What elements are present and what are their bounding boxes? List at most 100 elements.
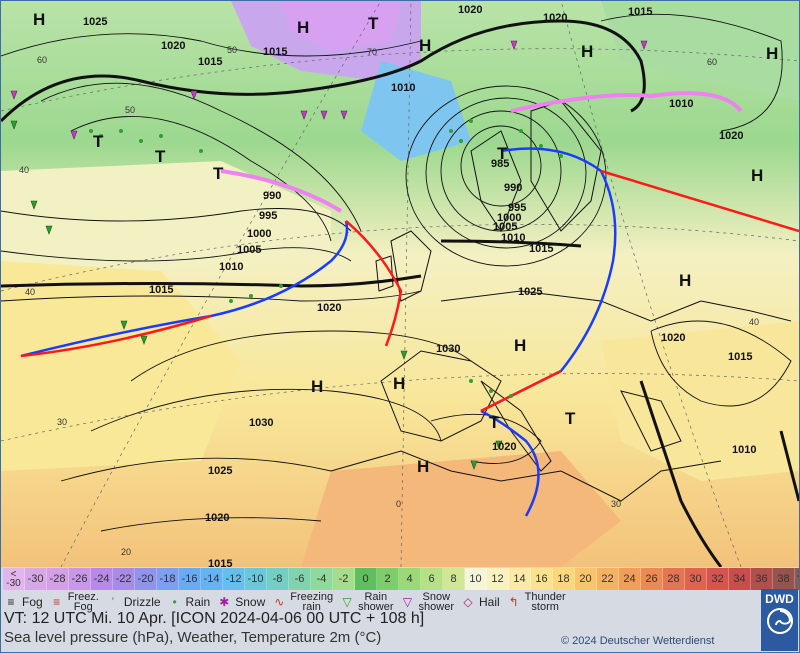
legend-label: Drizzle <box>123 595 161 609</box>
scale-swatch: 18 <box>553 568 575 590</box>
high-pressure-center: H <box>766 44 778 63</box>
latitude-label: 20 <box>121 547 131 557</box>
isobar-label: 1005 <box>237 244 261 256</box>
isobar-label: 1020 <box>317 302 341 314</box>
isobar-label: 995 <box>259 210 277 222</box>
legend-snow-shower: ▽ Snow shower <box>400 591 454 613</box>
latitude-label: 50 <box>125 105 135 115</box>
scale-swatch: 10 <box>465 568 487 590</box>
scale-swatch: -8 <box>267 568 289 590</box>
snow-icon: ✱ <box>219 595 230 609</box>
scale-swatch: -16 <box>179 568 201 590</box>
scale-swatch: 0 <box>355 568 377 590</box>
isobar-label: 1030 <box>249 417 273 429</box>
scale-swatch: 14 <box>509 568 531 590</box>
low-pressure-center: T <box>93 132 104 151</box>
snow-shower-icon: ▽ <box>402 595 413 609</box>
scale-swatch: 12 <box>487 568 509 590</box>
high-pressure-center: H <box>581 42 593 61</box>
isobar-label: 1005 <box>493 221 517 233</box>
isobar-label: 1015 <box>198 56 222 68</box>
occluded-front-west <box>220 169 343 213</box>
drizzle-icon: ’ <box>111 595 115 609</box>
shower-symbols <box>10 120 503 470</box>
isobar-label: 990 <box>263 190 281 202</box>
isobar-label: 1020 <box>543 12 567 24</box>
legend-rain: • Rain <box>167 594 211 610</box>
latitude-label: 40 <box>19 165 29 175</box>
isobar-label: 1000 <box>247 228 271 240</box>
scale-swatch: -22 <box>113 568 135 590</box>
latitude-label: 40 <box>25 287 35 297</box>
low-pressure-center: T <box>155 147 166 166</box>
high-pressure-center: H <box>297 18 309 37</box>
isobar-label: 1010 <box>669 98 693 110</box>
copyright: © 2024 Deutscher Wetterdienst <box>561 635 715 647</box>
latitude-label: 60 <box>37 55 47 65</box>
logo-text: DWD <box>765 592 794 606</box>
low-pressure-center: T <box>489 413 500 432</box>
legend-label: Rain <box>185 595 211 609</box>
rain-symbols <box>89 119 563 398</box>
scale-swatch: -20 <box>135 568 157 590</box>
warm-africa-region <box>301 451 621 567</box>
isobar-label: 1030 <box>436 343 460 355</box>
legend-freezing-rain: ∿ Freezing rain <box>271 592 333 613</box>
legend-label: Freez. Fog <box>67 591 99 613</box>
scale-swatch: -6 <box>289 568 311 590</box>
thick-isobars <box>1 19 799 567</box>
scale-swatch: -30 <box>25 568 47 590</box>
legend-label: Snow shower <box>418 591 454 613</box>
scale-swatch: 34 <box>729 568 751 590</box>
low-pressure-center: T <box>565 409 576 428</box>
cold-region-core <box>281 1 401 51</box>
warm-front-west <box>20 314 212 358</box>
legend-label: Rain shower <box>358 591 394 613</box>
scale-swatch: 28 <box>663 568 685 590</box>
cold-front-italy <box>480 409 540 517</box>
temperature-color-scale: < -30 -30 -28 -26 -24 -22 -20 -18 -16 -14 -12 -10 -8-… <box>3 568 799 590</box>
high-pressure-center: H <box>33 10 45 29</box>
isobar-label: 985 <box>491 158 509 170</box>
warm-east-region <box>601 321 799 481</box>
isobar-label: 1015 <box>208 558 232 567</box>
latitude-label: 70 <box>367 47 377 57</box>
scale-swatch: 2 <box>377 568 399 590</box>
legend-snow: ✱ Snow <box>216 594 265 610</box>
isobar-label: 1010 <box>219 261 243 273</box>
scale-swatch: 22 <box>597 568 619 590</box>
isobar-label: 1015 <box>628 6 652 18</box>
longitude-label: 0 <box>396 499 401 509</box>
high-pressure-center: H <box>514 336 526 355</box>
graticule <box>1 1 799 567</box>
scale-swatch: 8 <box>443 568 465 590</box>
legend-hail: ◇ Hail <box>460 594 499 610</box>
fog-icon: ≡ <box>7 595 15 609</box>
warm-front-channel <box>345 220 403 347</box>
thunderstorm-icon: ↰ <box>508 595 519 609</box>
freezing-rain-icon: ∿ <box>274 595 285 609</box>
warm-atlantic-region <box>1 261 241 471</box>
scale-swatch: 30 <box>685 568 707 590</box>
isobar-label: 1025 <box>83 16 107 28</box>
isobar-label: 1015 <box>263 46 287 58</box>
scale-swatch: 20 <box>575 568 597 590</box>
scale-swatch: -24 <box>91 568 113 590</box>
isobar-label: 1025 <box>208 465 232 477</box>
isobar-label: 1010 <box>501 232 525 244</box>
cold-front-west <box>20 220 349 358</box>
high-pressure-center: H <box>311 377 323 396</box>
high-pressure-center: H <box>679 271 691 290</box>
isobar-label: 990 <box>504 182 522 194</box>
legend-rain-shower: ▽ Rain shower <box>339 591 394 613</box>
hail-icon: ◇ <box>463 595 473 609</box>
high-pressure-center: H <box>419 36 431 55</box>
isobar-label: 1020 <box>492 441 516 453</box>
rain-shower-icon: ▽ <box>342 595 352 609</box>
isobar-label: 1020 <box>161 40 185 52</box>
latitude-label: 60 <box>707 57 717 67</box>
isobar-label: 1015 <box>529 243 553 255</box>
weather-legend: ≡ Fog ≡ Freez. Fog ’ Drizzle • Rain ✱ Sn… <box>3 590 759 614</box>
legend-fog: ≡ Fog <box>3 594 42 610</box>
